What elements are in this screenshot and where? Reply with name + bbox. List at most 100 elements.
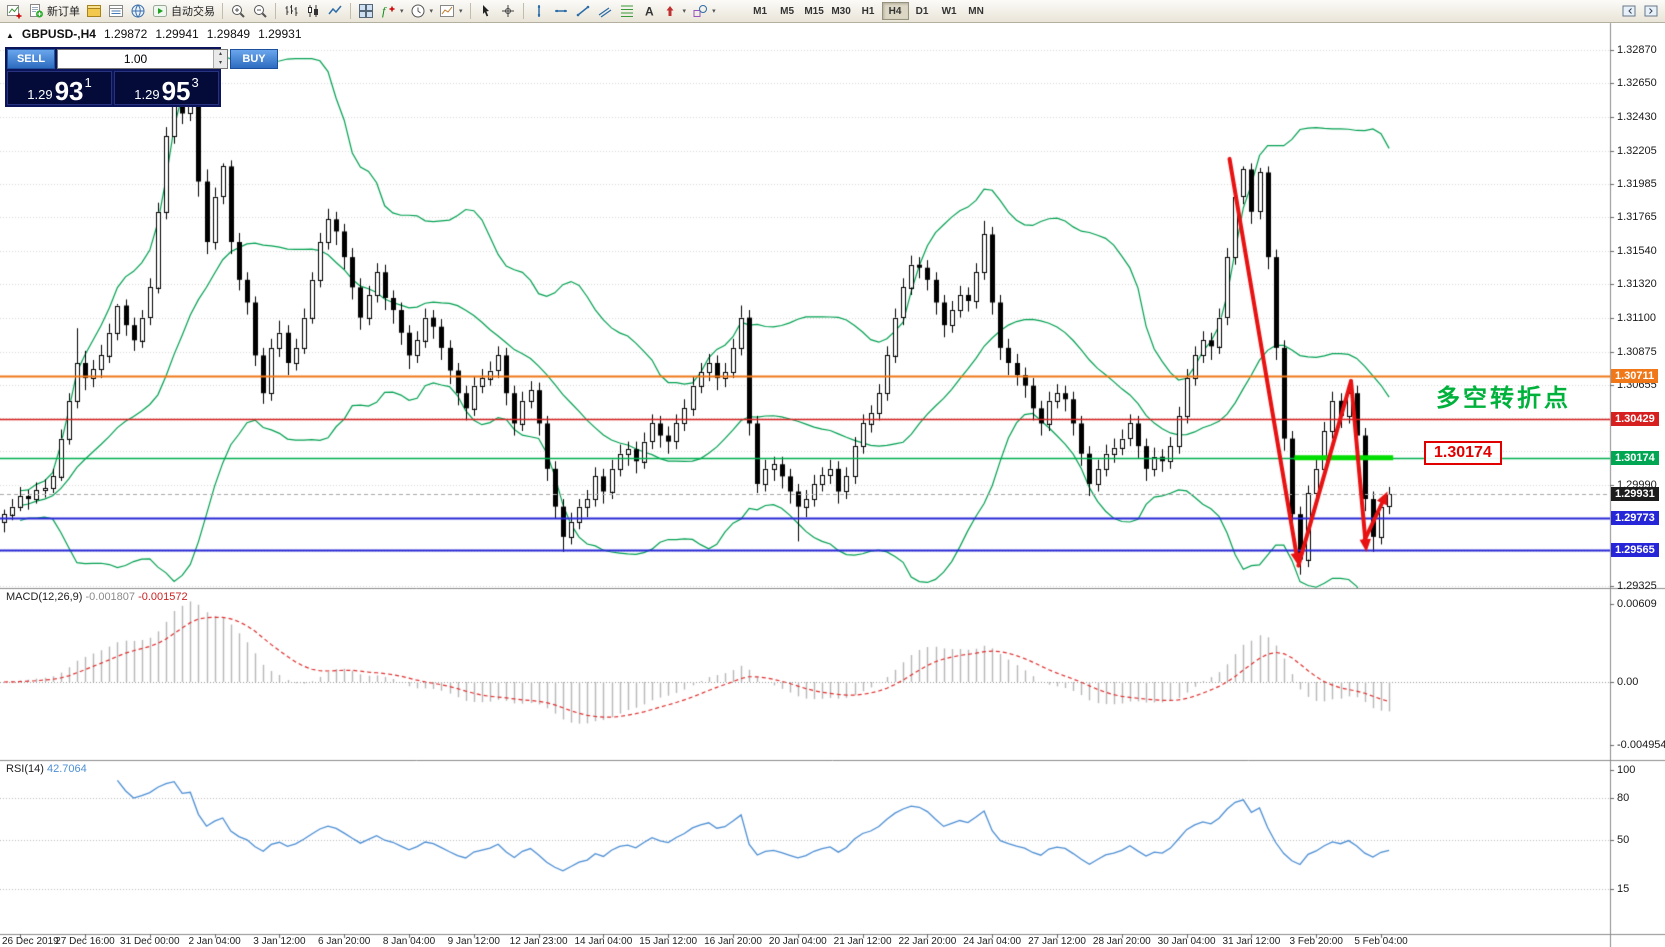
time-axis-label: 9 Jan 12:00 — [447, 936, 500, 947]
chart-title: ▲ GBPUSD-,H4 1.29872 1.29941 1.29849 1.2… — [6, 27, 302, 41]
cursor-button[interactable] — [475, 1, 497, 21]
equidistant-channel-button[interactable] — [594, 1, 616, 21]
timeframe-h4-button[interactable]: H4 — [881, 2, 909, 20]
bar-chart-mode-button[interactable] — [280, 1, 302, 21]
time-axis[interactable]: 26 Dec 2019 27 Dec 16:00 31 Dec 00:00 2 Jan… — [0, 934, 1610, 947]
candles-icon — [305, 3, 321, 19]
time-axis-label: 28 Jan 20:00 — [1092, 936, 1151, 947]
volume-up-arrow[interactable]: ▴ — [214, 50, 227, 59]
globe-icon — [130, 3, 146, 19]
macd-name: MACD(12,26,9) — [6, 591, 83, 603]
svg-text:f: f — [382, 4, 387, 18]
sell-button[interactable]: SELL — [7, 49, 55, 69]
zoom-in-button[interactable] — [227, 1, 249, 21]
price-scale-label: 1.29325 — [1617, 580, 1657, 592]
new-chart-button[interactable] — [3, 1, 25, 21]
crosshair-button[interactable] — [497, 1, 519, 21]
price-scale-label: 1.31100 — [1617, 311, 1656, 324]
next-chart-button[interactable] — [1640, 1, 1662, 21]
price-tag: 1.29565 — [1611, 542, 1659, 557]
price-tag: 1.29931 — [1611, 487, 1659, 502]
toolbar-left-group: 新订单 自动交易 f ▾ ▾ ▾ A ▾ ▾ — [3, 1, 719, 21]
crosshair-icon — [500, 3, 516, 19]
vertical-line-button[interactable] — [528, 1, 550, 21]
volume-stepper[interactable]: ▴ ▾ — [57, 49, 228, 69]
order-icon — [28, 3, 44, 19]
chevron-down-icon: ▾ — [400, 8, 404, 15]
market-watch-button[interactable] — [83, 1, 105, 21]
tile-windows-button[interactable] — [355, 1, 377, 21]
indicators-button[interactable]: f ▾ — [377, 1, 407, 21]
chevron-down-icon: ▾ — [712, 8, 716, 15]
price-tag: 1.30174 — [1611, 450, 1659, 465]
autotrading-button[interactable]: 自动交易 — [149, 1, 218, 21]
play-icon — [152, 3, 168, 19]
new-order-label: 新订单 — [47, 6, 80, 18]
previous-chart-button[interactable] — [1618, 1, 1640, 21]
winfwd-icon — [1643, 3, 1659, 19]
findicator-icon: f — [380, 3, 396, 19]
candlestick-chart-mode-button[interactable] — [302, 1, 324, 21]
timeframe-d1-button[interactable]: D1 — [909, 2, 936, 20]
main-toolbar: 新订单 自动交易 f ▾ ▾ ▾ A ▾ ▾ M1 M5 M15 M30 H1 H4 D1 W1 MN — [0, 0, 1665, 23]
zoomin-icon — [230, 3, 246, 19]
time-axis-label: 20 Jan 04:00 — [768, 936, 827, 947]
chart-symbol: GBPUSD-,H4 — [21, 27, 96, 41]
timeframe-m15-button[interactable]: M15 — [801, 2, 828, 20]
timeframe-m1-button[interactable]: M1 — [747, 2, 774, 20]
web-terminal-button[interactable] — [127, 1, 149, 21]
line-chart-mode-button[interactable] — [324, 1, 346, 21]
price-scale-label: 1.31540 — [1617, 245, 1657, 258]
fibonacci-retracement-button[interactable] — [616, 1, 638, 21]
data-window-button[interactable] — [105, 1, 127, 21]
price-scale-label: 1.31320 — [1617, 278, 1657, 291]
vline-icon — [531, 3, 547, 19]
rsi-scale-label: 50 — [1617, 834, 1630, 846]
time-axis-label: 3 Jan 12:00 — [253, 936, 306, 947]
arrow-objects-button[interactable]: ▾ — [660, 1, 690, 21]
zoomout-icon — [252, 3, 268, 19]
time-axis-label: 6 Jan 20:00 — [318, 936, 371, 947]
buy-price-point: 3 — [191, 75, 199, 90]
package-icon — [86, 3, 102, 19]
chart-collapse-icon[interactable]: ▲ — [6, 31, 14, 40]
price-callout-box: 1.30174 — [1424, 441, 1502, 465]
new-order-button[interactable]: 新订单 — [25, 1, 83, 21]
timeframe-w1-button[interactable]: W1 — [936, 2, 963, 20]
macd-main-value: -0.001807 — [85, 591, 136, 603]
chart-annotation-text: 多空转折点 — [1436, 385, 1571, 412]
volume-spinner: ▴ ▾ — [213, 50, 227, 68]
hline-icon — [553, 3, 569, 19]
datawin-icon — [108, 3, 124, 19]
chartplus-icon — [6, 3, 22, 19]
buy-price-button[interactable]: 1.29 95 3 — [114, 71, 219, 105]
price-scale[interactable]: 1.32870 1.32650 1.32430 1.32205 1.31985 1.317… — [1610, 23, 1665, 947]
price-scale-label: 1.32205 — [1617, 144, 1657, 157]
timeframe-m30-button[interactable]: M30 — [828, 2, 855, 20]
buy-button[interactable]: BUY — [230, 49, 278, 69]
text-label-button[interactable]: A — [638, 1, 660, 21]
volume-input[interactable] — [58, 50, 213, 68]
horizontal-line-button[interactable] — [550, 1, 572, 21]
time-axis-label: 16 Jan 20:00 — [704, 936, 762, 947]
shapes-button[interactable]: ▾ — [689, 1, 719, 21]
toolbar-separator — [350, 3, 351, 19]
timeframe-m5-button[interactable]: M5 — [774, 2, 801, 20]
sell-price-point: 1 — [84, 75, 92, 90]
timeframe-mn-button[interactable]: MN — [963, 2, 990, 20]
volume-down-arrow[interactable]: ▾ — [214, 59, 227, 68]
timeframe-h1-button[interactable]: H1 — [855, 2, 882, 20]
buy-price-whole: 1.29 — [134, 86, 160, 102]
toolbar-separator — [275, 3, 276, 19]
time-axis-label: 3 Feb 20:00 — [1289, 936, 1343, 947]
macd-scale-label: -0.004954 — [1617, 739, 1665, 752]
zoom-out-button[interactable] — [249, 1, 271, 21]
sell-price-pips: 93 — [54, 75, 84, 106]
templates-button[interactable]: ▾ — [436, 1, 466, 21]
periods-button[interactable]: ▾ — [407, 1, 437, 21]
trendline-button[interactable] — [572, 1, 594, 21]
sell-price-button[interactable]: 1.29 93 1 — [7, 71, 112, 105]
toolbar-right-group — [1618, 1, 1662, 21]
